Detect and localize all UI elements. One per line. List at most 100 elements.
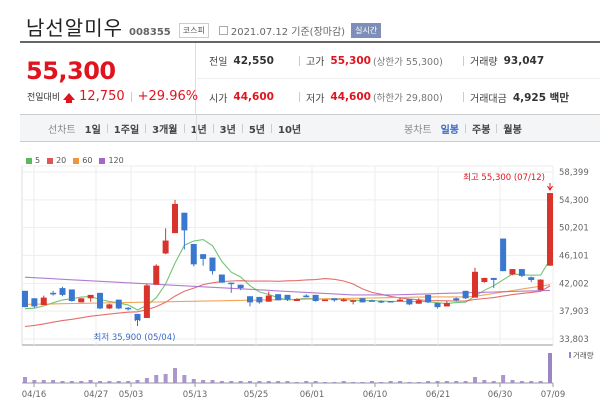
current-price-cell: 55,300 전일대비 12,750 +29.96% bbox=[20, 43, 198, 115]
divider bbox=[196, 115, 197, 142]
divider bbox=[145, 124, 147, 133]
legend-label: 20 bbox=[56, 156, 67, 165]
volume-label: 거래량 bbox=[470, 57, 498, 68]
detail-row-2: 시가 44,600 저가 44,600 (하한가 29,800) 거래대금 4,… bbox=[197, 79, 600, 115]
divider bbox=[271, 124, 273, 133]
candle-chart-label: 봉차트 bbox=[404, 125, 432, 136]
high-value: 55,300 bbox=[330, 54, 371, 67]
svg-text:33,803: 33,803 bbox=[559, 335, 589, 345]
change-label: 전일대비 bbox=[27, 93, 61, 103]
divider bbox=[299, 92, 300, 102]
legend-swatch bbox=[47, 157, 54, 164]
detail-row-1: 전일 42,550 고가 55,300 (상한가 55,300) 거래량 93,… bbox=[197, 43, 600, 79]
line-chart-tabs: 선차트 1일 1주일 3개월 1년 3년 5년 10년 bbox=[48, 115, 301, 142]
volume-legend-swatch bbox=[569, 352, 571, 358]
tab-monthly[interactable]: 월봉 bbox=[503, 125, 522, 136]
divider bbox=[496, 124, 498, 133]
upper-limit: (상한가 55,300) bbox=[372, 56, 443, 68]
open-value: 44,600 bbox=[233, 91, 274, 103]
legend-swatch bbox=[99, 157, 106, 164]
volume-legend: 거래량 bbox=[573, 351, 594, 360]
high-label: 고가 bbox=[306, 57, 325, 68]
svg-text:58,399: 58,399 bbox=[559, 168, 589, 178]
svg-text:06/30: 06/30 bbox=[488, 390, 513, 400]
svg-text:05/13: 05/13 bbox=[183, 390, 208, 400]
change-value: 12,750 bbox=[79, 89, 125, 104]
divider bbox=[183, 124, 185, 133]
divider bbox=[465, 124, 467, 133]
svg-text:06/10: 06/10 bbox=[363, 390, 388, 400]
date-axis: 04/16 04/27 05/03 05/13 05/25 06/01 06/10 06/21… bbox=[22, 383, 566, 400]
price-info-box: 55,300 전일대비 12,750 +29.96% 전일 42,550 고가 … bbox=[20, 41, 600, 115]
svg-text:54,300: 54,300 bbox=[559, 196, 589, 206]
legend-ma20: 20 bbox=[47, 156, 66, 165]
chart-grid bbox=[21, 165, 554, 346]
svg-text:50,201: 50,201 bbox=[559, 224, 589, 234]
candle-chart-tabs: 봉차트 일봉 주봉 월봉 bbox=[404, 115, 522, 142]
tab-3m[interactable]: 3개월 bbox=[152, 125, 178, 136]
tab-weekly[interactable]: 주봉 bbox=[472, 125, 491, 136]
legend-swatch bbox=[26, 157, 32, 164]
svg-text:05/03: 05/03 bbox=[119, 390, 144, 400]
lower-limit: (하한가 29,800) bbox=[372, 93, 443, 104]
svg-text:46,101: 46,101 bbox=[559, 252, 589, 262]
prev-close-value: 42,550 bbox=[233, 54, 274, 67]
change-percent: +29.96% bbox=[137, 89, 199, 104]
divider bbox=[463, 92, 464, 102]
title-row: 남선알미우 008355 코스피 2021.07.12 기준(장마감) 실시간 bbox=[26, 12, 382, 40]
svg-text:04/27: 04/27 bbox=[84, 390, 109, 400]
tab-10y[interactable]: 10년 bbox=[278, 125, 302, 136]
legend-ma60: 60 bbox=[73, 156, 92, 165]
candles bbox=[22, 183, 553, 326]
divider bbox=[106, 124, 108, 133]
chart-tab-bar: 선차트 1일 1주일 3개월 1년 3년 5년 10년 봉차트 일봉 주봉 월봉 bbox=[20, 115, 600, 142]
legend-swatch bbox=[73, 157, 80, 164]
tab-1y[interactable]: 1년 bbox=[190, 125, 207, 136]
tab-daily[interactable]: 일봉 bbox=[440, 125, 460, 136]
current-price: 55,300 bbox=[26, 57, 116, 85]
legend-label: 5 bbox=[35, 156, 41, 165]
amount-label: 거래대금 bbox=[470, 93, 507, 105]
svg-text:06/21: 06/21 bbox=[426, 390, 451, 400]
divider bbox=[212, 124, 214, 133]
volume-value: 93,047 bbox=[503, 54, 545, 67]
change-row: 전일대비 12,750 +29.96% bbox=[27, 89, 198, 104]
divider bbox=[299, 55, 300, 66]
low-value: 44,600 bbox=[330, 91, 371, 103]
divider bbox=[463, 55, 464, 66]
legend-ma120: 120 bbox=[99, 156, 124, 165]
max-price-annotation: 최고 55,300 (07/12) bbox=[463, 172, 545, 183]
stock-code: 008355 bbox=[129, 27, 171, 38]
svg-text:06/01: 06/01 bbox=[300, 390, 325, 400]
line-chart-label: 선차트 bbox=[48, 125, 76, 136]
low-label: 저가 bbox=[306, 93, 325, 105]
svg-text:05/25: 05/25 bbox=[244, 390, 269, 400]
legend-ma5: 5 bbox=[26, 156, 40, 165]
open-label: 시가 bbox=[209, 93, 228, 105]
tab-1d[interactable]: 1일 bbox=[84, 125, 101, 136]
realtime-button[interactable]: 실시간 bbox=[351, 23, 382, 38]
svg-text:42,002: 42,002 bbox=[559, 279, 589, 289]
tab-1w[interactable]: 1주일 bbox=[113, 125, 140, 136]
ma-legend: 5 20 60 120 bbox=[26, 156, 131, 165]
svg-text:37,903: 37,903 bbox=[559, 307, 589, 317]
up-arrow-icon bbox=[63, 93, 76, 103]
amount-value: 4,925 백만 bbox=[512, 91, 570, 104]
volume-bars bbox=[22, 353, 553, 384]
prev-close-label: 전일 bbox=[209, 57, 228, 68]
stock-name: 남선알미우 bbox=[26, 16, 123, 40]
date-text: 2021.07.12 기준(장마감) bbox=[230, 27, 346, 38]
min-price-annotation: 최저 35,900 (05/04) bbox=[94, 332, 176, 343]
market-badge: 코스피 bbox=[178, 23, 209, 38]
tab-3y[interactable]: 3년 bbox=[219, 125, 236, 136]
legend-label: 120 bbox=[108, 156, 124, 165]
svg-text:07/09: 07/09 bbox=[541, 390, 566, 400]
svg-text:04/16: 04/16 bbox=[22, 390, 47, 400]
divider bbox=[130, 91, 132, 102]
tab-5y[interactable]: 5년 bbox=[248, 125, 266, 136]
legend-label: 60 bbox=[82, 156, 93, 165]
calendar-icon bbox=[218, 26, 228, 35]
divider bbox=[241, 124, 243, 133]
price-axis: 58,399 54,300 50,201 46,101 42,002 37,903 33,8… bbox=[559, 168, 589, 345]
